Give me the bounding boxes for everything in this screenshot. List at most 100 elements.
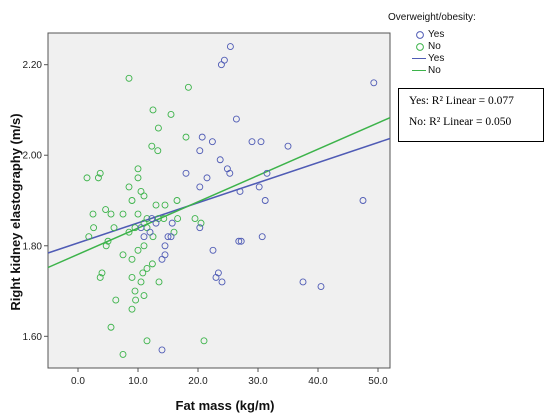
- data-point-no: [128, 255, 136, 263]
- legend-marker-no-icon: [416, 43, 424, 51]
- data-point-no: [83, 174, 91, 182]
- legend-line-no-icon: [412, 70, 426, 71]
- data-point-no: [160, 215, 168, 223]
- data-point-no: [107, 210, 115, 218]
- data-point-no: [182, 133, 190, 141]
- data-point-no: [134, 165, 142, 173]
- x-tick-label: 30.0: [248, 376, 268, 387]
- data-point-no: [112, 296, 120, 304]
- data-point-yes: [284, 142, 292, 150]
- data-point-no: [102, 206, 110, 214]
- data-point-no: [119, 210, 127, 218]
- data-point-yes: [257, 138, 265, 146]
- y-tick-label: 2.20: [23, 60, 43, 71]
- data-point-no: [110, 224, 118, 232]
- x-tick-label: 10.0: [128, 376, 148, 387]
- data-point-yes: [203, 174, 211, 182]
- data-point-no: [102, 242, 110, 250]
- legend-label-yes-line: Yes: [428, 53, 445, 64]
- data-point-yes: [261, 197, 269, 204]
- r2-yes-text: Yes: R² Linear = 0.077: [409, 95, 514, 107]
- data-point-yes: [255, 183, 263, 191]
- r2-no-text: No: R² Linear = 0.050: [409, 116, 512, 128]
- data-point-no: [98, 269, 106, 277]
- data-point-yes: [164, 233, 172, 241]
- legend-line-yes-icon: [412, 58, 426, 59]
- legend-label-no: No: [428, 41, 441, 52]
- data-point-no: [155, 278, 163, 286]
- data-point-no: [148, 142, 156, 150]
- data-point-no: [143, 337, 151, 345]
- data-point-yes: [161, 251, 169, 259]
- plot-area: [47, 32, 391, 369]
- data-point-no: [154, 147, 162, 155]
- data-point-yes: [226, 169, 234, 177]
- data-point-no: [96, 169, 104, 177]
- x-tick-label: 40.0: [308, 376, 328, 387]
- data-point-yes: [258, 233, 266, 241]
- data-point-no: [152, 201, 160, 209]
- data-point-no: [125, 228, 133, 236]
- data-point-no: [139, 269, 147, 277]
- data-point-yes: [232, 115, 240, 123]
- data-point-yes: [196, 224, 204, 232]
- data-point-yes: [167, 233, 175, 241]
- data-point-no: [140, 192, 148, 200]
- data-point-yes: [237, 237, 245, 245]
- legend-item-no-marker: No: [416, 41, 441, 53]
- legend-item-yes-marker: Yes: [416, 29, 445, 41]
- legend-label-no-line: No: [428, 65, 441, 76]
- data-point-yes: [152, 219, 160, 227]
- legend-marker-yes-icon: [416, 31, 424, 39]
- data-point-no: [134, 174, 142, 182]
- data-point-no: [148, 260, 156, 268]
- data-point-yes: [216, 156, 224, 164]
- data-point-no: [85, 233, 93, 241]
- data-point-yes: [263, 169, 271, 177]
- data-point-no: [132, 296, 140, 304]
- data-point-no: [125, 74, 133, 82]
- data-point-yes: [209, 246, 217, 254]
- data-point-yes: [137, 224, 145, 232]
- data-point-yes: [146, 228, 154, 236]
- r2-annotation: Yes: R² Linear = 0.077 No: R² Linear = 0…: [398, 88, 544, 142]
- y-axis-label: Right kidney elastography (m/s): [8, 113, 23, 310]
- data-point-no: [119, 350, 127, 358]
- data-point-no: [128, 305, 136, 313]
- data-point-yes: [212, 274, 220, 281]
- data-point-yes: [208, 138, 216, 146]
- data-point-no: [140, 292, 148, 300]
- data-point-yes: [248, 138, 256, 146]
- data-point-yes: [168, 219, 176, 227]
- y-axis: 1.60 1.80 2.00 2.20: [23, 60, 48, 343]
- data-point-yes: [317, 283, 325, 290]
- data-point-yes: [217, 61, 225, 69]
- data-point-no: [167, 111, 175, 118]
- legend: Overweight/obesity: Yes No Yes No: [388, 12, 548, 82]
- legend-item-yes-line: Yes: [412, 53, 445, 65]
- data-point-no: [128, 274, 136, 281]
- data-point-yes: [198, 133, 206, 141]
- data-point-yes: [148, 215, 156, 223]
- data-point-no: [134, 246, 142, 254]
- data-point-yes: [140, 233, 148, 241]
- data-point-yes: [235, 237, 243, 245]
- data-point-yes: [218, 278, 226, 286]
- data-point-no: [90, 224, 98, 232]
- data-point-no: [119, 251, 127, 259]
- y-tick-label: 2.00: [23, 151, 43, 162]
- data-point-yes: [196, 147, 204, 155]
- data-point-no: [200, 337, 208, 345]
- data-point-no: [140, 242, 148, 250]
- x-tick-label: 20.0: [188, 376, 208, 387]
- x-axis: 0.0 10.0 20.0 30.0 40.0 50.0: [71, 368, 388, 387]
- data-point-no: [143, 264, 151, 272]
- data-point-yes: [226, 43, 234, 51]
- data-point-yes: [236, 187, 244, 195]
- legend-label-yes: Yes: [428, 29, 445, 40]
- data-point-no: [173, 197, 181, 204]
- y-tick-label: 1.80: [23, 241, 43, 252]
- y-tick-label: 1.60: [23, 332, 43, 343]
- x-axis-label: Fat mass (kg/m): [176, 398, 275, 413]
